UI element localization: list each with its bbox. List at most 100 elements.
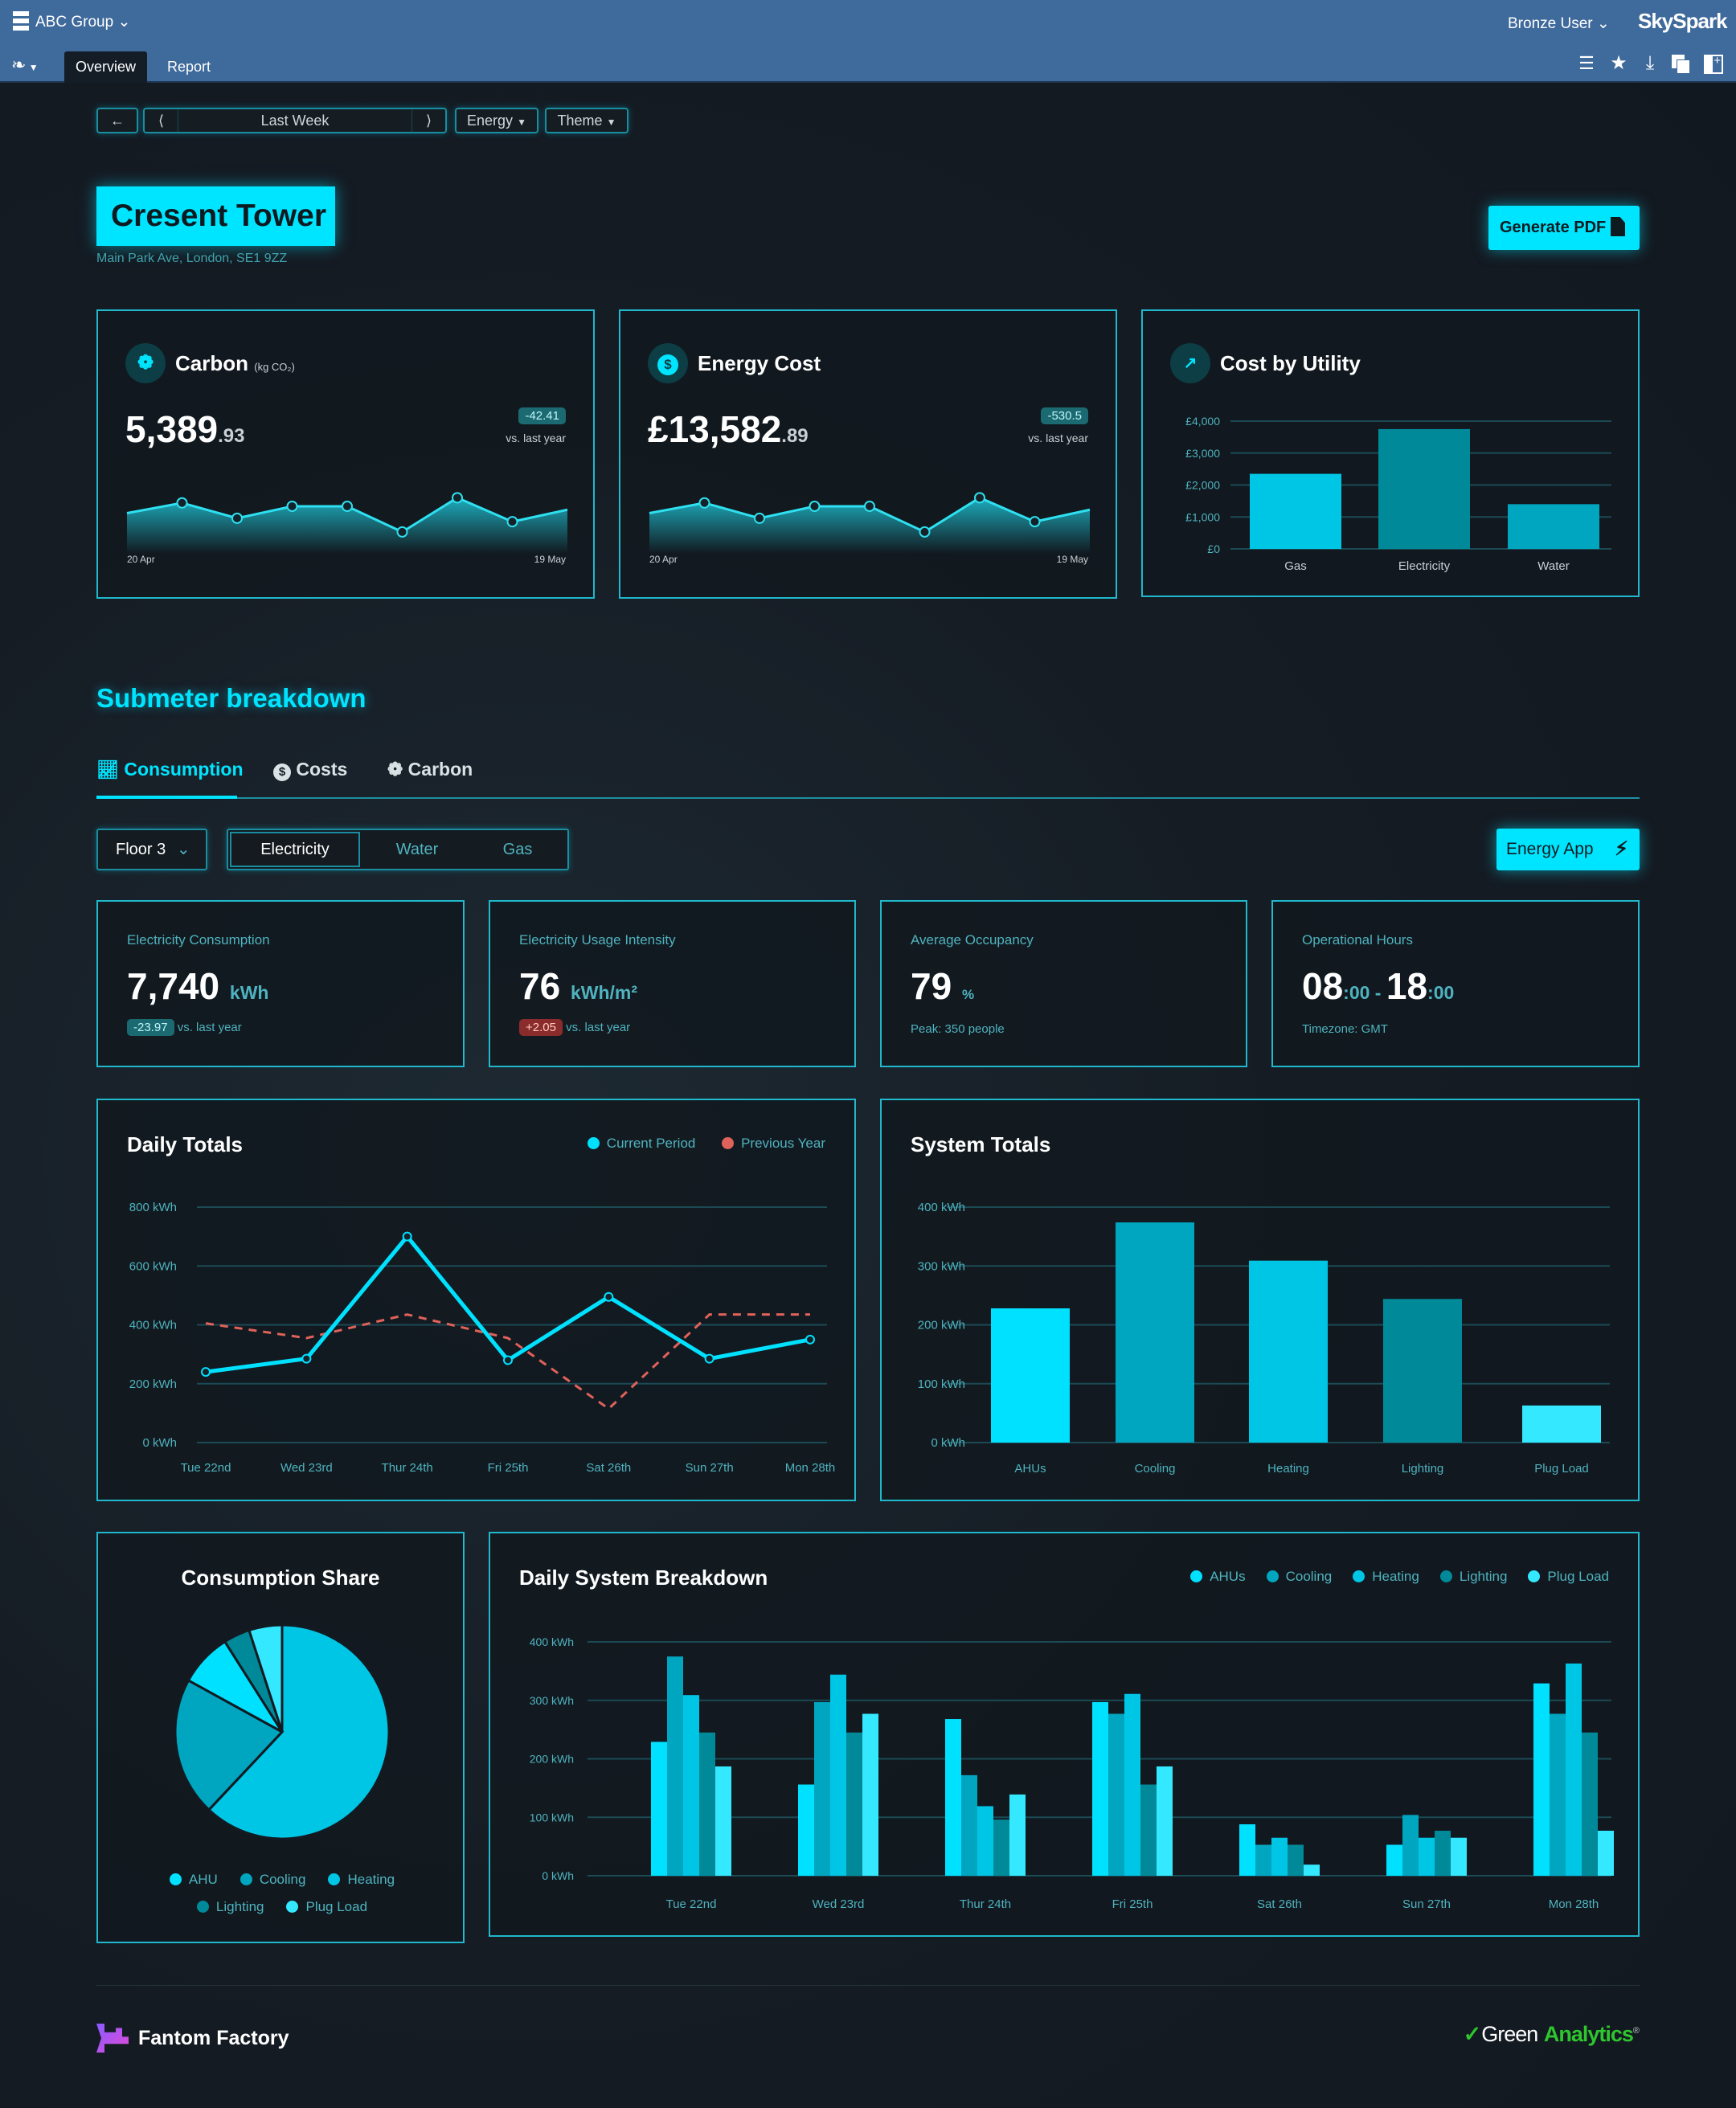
cost-by-utility-title: Cost by Utility [1220, 351, 1361, 375]
energy-label: Energy [467, 113, 514, 129]
list-icon[interactable]: ☰ [1578, 53, 1595, 73]
kpi-label: Electricity Consumption [127, 932, 270, 948]
legend-item: Plug Load [1528, 1569, 1609, 1584]
bar-ahus [651, 1742, 667, 1876]
active-tab-underline [96, 796, 237, 799]
copy-icon[interactable] [1672, 55, 1691, 74]
x-tick-label: Tue 22nd [666, 1897, 717, 1911]
bar-cooling [1108, 1713, 1124, 1876]
x-tick-label: Cooling [1135, 1462, 1176, 1476]
sparkline-point [286, 501, 298, 512]
legend-item: Heating [1353, 1569, 1419, 1584]
leaf-icon: ❁ [125, 343, 166, 383]
period-selector: ⟨ Last Week ⟩ [143, 108, 447, 133]
bar-ahus [1092, 1701, 1108, 1876]
bar-lighting [1288, 1844, 1304, 1876]
pie-slice-heating [207, 1623, 391, 1840]
kpi-card-hours: Operational Hours 08:00 - 18:00 Timezone… [1271, 900, 1640, 1067]
period-label[interactable]: Last Week [260, 113, 330, 129]
series-line-current-period [205, 1233, 811, 1374]
data-point [503, 1355, 513, 1365]
breakdown-legend: AHUs Cooling Heating Lighting Plug Load [1169, 1569, 1609, 1585]
bar-lighting [846, 1732, 862, 1876]
bar-ahus [1239, 1824, 1255, 1876]
consumption-share-card: Consumption Share AHU Cooling Heating Light… [96, 1532, 465, 1943]
spark-end-label: 19 May [1056, 554, 1088, 565]
y-tick-label: 0 kWh [931, 1436, 965, 1450]
system-totals-card: 0 kWh 100 kWh 200 kWh 300 kWh 400 kWh AHUs Coo… [880, 1099, 1640, 1501]
y-tick-label: 200 kWh [530, 1753, 574, 1766]
daily-totals-chart: 0 kWh 200 kWh 400 kWh 600 kWh 800 kWh Tue 22n… [129, 1201, 835, 1475]
star-icon[interactable]: ★ [1610, 52, 1628, 74]
bar-lighting [993, 1819, 1009, 1876]
y-tick-label: 100 kWh [918, 1377, 965, 1391]
bar-heating [830, 1674, 846, 1876]
app-menu-icon[interactable]: ❧ ▼ [11, 55, 39, 75]
org-selector[interactable]: ABC Group ⌄ [35, 13, 130, 31]
legend-item: Lighting [1439, 1569, 1507, 1584]
energy-app-button[interactable]: Energy App ⚡︎ [1496, 829, 1640, 870]
tab-carbon[interactable]: ❁ Carbon [387, 759, 473, 780]
carbon-delta-badge: -42.41 [518, 407, 566, 424]
file-icon [1611, 217, 1625, 236]
x-tick-label: Gas [1284, 559, 1307, 573]
x-tick-label: Sat 26th [586, 1461, 631, 1475]
theme-dropdown[interactable]: Theme ▼ [545, 108, 628, 133]
y-tick-label: 200 kWh [129, 1377, 177, 1391]
consumption-share-pie [174, 1623, 391, 1840]
caret-down-icon: ▼ [606, 117, 616, 128]
user-menu[interactable]: Bronze User ⌄ [1508, 14, 1610, 33]
download-icon[interactable]: ⤓ [1645, 52, 1655, 74]
lightning-icon: ⚡︎ [1615, 838, 1628, 860]
pie-legend: AHU Cooling Heating Lighting Plug Load [130, 1866, 434, 1921]
y-tick-label: £4,000 [1185, 415, 1220, 428]
bar-heating [1419, 1837, 1435, 1876]
site-address: Main Park Ave, London, SE1 9ZZ [96, 252, 288, 265]
legend-item: Plug Load [286, 1899, 367, 1914]
prev-period-button[interactable]: ⟨ [145, 109, 178, 132]
org-menu-icon[interactable] [13, 11, 29, 31]
split-view-icon[interactable]: + [1704, 54, 1723, 74]
legend-item: Heating [328, 1872, 395, 1887]
tab-overview[interactable]: Overview [64, 51, 148, 83]
kpi-value: 76 kWh/m² [519, 965, 638, 1007]
kpi-card-occupancy: Average Occupancy 79 % Peak: 350 people [880, 900, 1247, 1067]
carbon-value: 5,389.93 [125, 408, 245, 450]
utility-water[interactable]: Water [395, 841, 439, 858]
utility-gas[interactable]: Gas [502, 841, 533, 858]
theme-label: Theme [557, 113, 603, 129]
bar-lighting [1435, 1830, 1451, 1876]
fantom-factory-icon [96, 2024, 129, 2053]
back-button[interactable]: ← [96, 108, 138, 133]
bar-plug-load [1522, 1405, 1601, 1443]
y-tick-label: 800 kWh [129, 1201, 177, 1214]
chevron-down-icon: ⌄ [176, 841, 190, 858]
legend-item: Lighting [196, 1899, 264, 1914]
next-period-button[interactable]: ⟩ [411, 109, 445, 132]
bar-cooling [814, 1701, 830, 1876]
chevron-down-icon: ⌄ [117, 14, 131, 31]
tab-report[interactable]: Report [167, 59, 211, 75]
x-tick-label: Thur 24th [382, 1461, 433, 1475]
y-tick-label: 200 kWh [918, 1319, 965, 1332]
submeter-heading: Submeter breakdown [96, 683, 366, 713]
delta-badge: +2.05 [519, 1019, 563, 1036]
daily-system-breakdown-chart: 0 kWh 100 kWh 200 kWh 300 kWh 400 kWh Tue 22n… [530, 1635, 1614, 1911]
utility-electricity[interactable]: Electricity [230, 832, 360, 867]
green-analytics-icon: ✓ [1463, 2022, 1482, 2046]
dollar-icon: $ [648, 343, 688, 383]
bar-plug-load [1451, 1837, 1467, 1876]
utility-toggle: Electricity Water Gas [227, 829, 569, 870]
y-tick-label: £1,000 [1185, 510, 1220, 523]
energy-dropdown[interactable]: Energy ▼ [455, 108, 538, 133]
daily-totals-legend: Current Period Previous Year [587, 1136, 825, 1152]
tab-consumption[interactable]: 📈︎ Consumption [96, 759, 244, 780]
kpi-card-intensity: Electricity Usage Intensity 76 kWh/m² +2… [489, 900, 856, 1067]
x-tick-label: Wed 23rd [813, 1897, 865, 1911]
arrow-left-icon: ← [110, 113, 125, 129]
generate-pdf-button[interactable]: Generate PDF [1488, 206, 1640, 250]
bar-cooling [961, 1774, 977, 1876]
tab-costs[interactable]: $ Costs [273, 759, 347, 781]
x-tick-label: Sun 27th [1402, 1897, 1451, 1911]
floor-dropdown[interactable]: Floor 3 ⌄ [96, 829, 207, 870]
